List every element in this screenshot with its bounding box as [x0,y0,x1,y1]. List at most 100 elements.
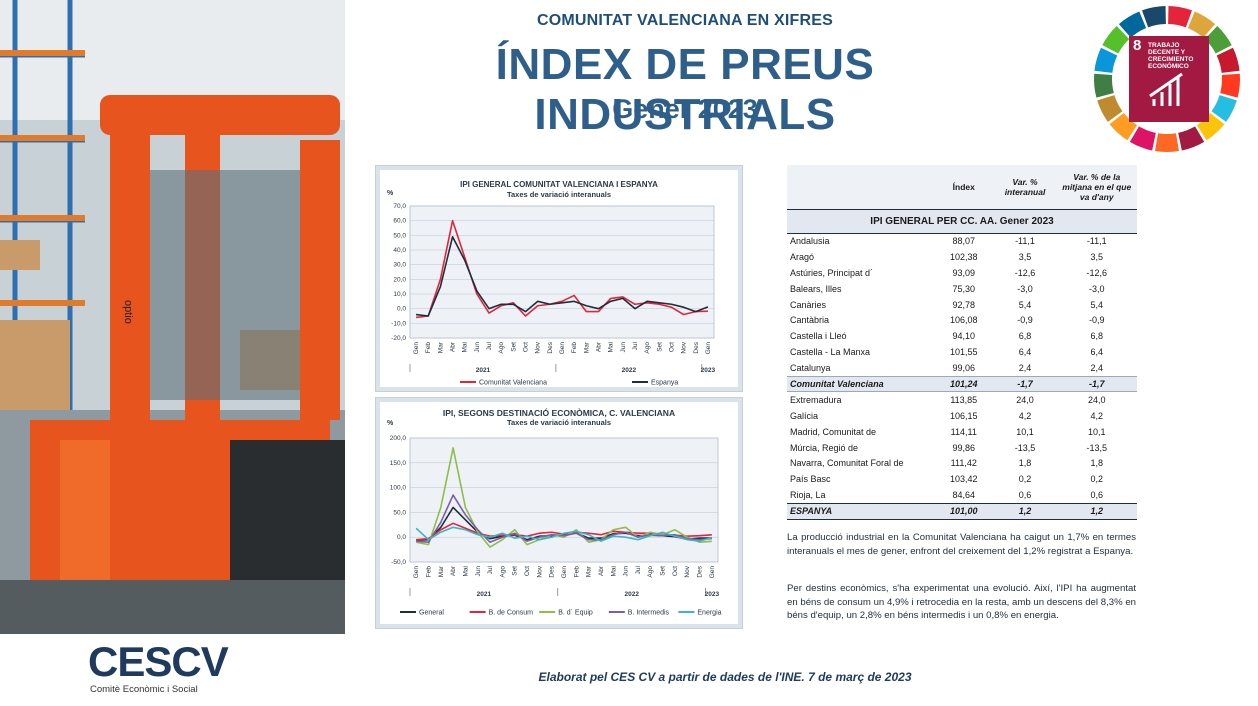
table-cell-region: Castella - La Manxa [790,347,871,358]
x-tick-label: Gen [705,342,712,355]
table-cell-value: 111,42 [950,458,977,469]
svg-text:optio: optio [122,300,134,324]
table-row: Múrcia, Regió de 99,86 -13,5 -13,5 [787,440,1137,456]
y-tick-label: 40,0 [393,247,406,254]
table-cell-value: 6,4 [1090,347,1103,358]
x-tick-label: Gen [561,566,568,579]
sdg-wheel-segment [1155,133,1179,153]
table-row: Extremadura 113,85 24,0 24,0 [787,392,1137,408]
chart-ipi-general: IPI GENERAL COMUNITAT VALENCIANA I ESPAN… [375,165,743,392]
table-row: Comunitat Valenciana 101,24 -1,7 -1,7 [787,375,1137,393]
table-row: Castella - La Manxa 101,55 6,4 6,4 [787,344,1137,360]
table-cell-region: Cantàbria [790,315,830,326]
sdg-wheel-segment [1196,113,1225,141]
table-cell-value: 99,86 [952,442,976,453]
legend-label: B. Intermedis [628,610,670,617]
table-cell-region: Extremadura [790,395,842,406]
x-tick-label: Mai [462,566,469,576]
table-cell-value: -12,6 [1014,267,1036,278]
x-tick-label: Ago [644,342,651,354]
table-header-region [787,165,934,210]
table-row: Balears, Illes 75,30 -3,0 -3,0 [787,281,1137,297]
table-cell-value: 113,85 [950,395,978,406]
x-tick-label: Jun [474,342,481,353]
table-cell-value: 2,4 [1090,362,1103,373]
x-tick-label: Mai [610,566,617,576]
page-title: ÍNDEX DE PREUS INDUSTRIALS [495,40,875,139]
y-tick-label: 50,0 [393,509,406,516]
x-tick-label: Set [510,342,517,352]
x-tick-label: Set [660,566,667,576]
table-cell-value: 0,6 [1018,489,1032,500]
logo-wordmark: CESCV [88,638,229,685]
sdg-wheel-segment [1129,126,1156,151]
table-cell-value: 1,2 [1056,502,1137,520]
table-row: Galícia 106,15 4,2 4,2 [787,408,1137,424]
sdg-wheel-segment [1204,26,1232,54]
x-tick-label: Jul [486,341,493,350]
table-cell-region: Astúries, Principat d´ [790,267,874,278]
legend-label: Comunitat Valenciana [479,380,547,387]
table-cell-value: 106,15 [949,410,978,421]
cescv-logo: CESCV Comitè Econòmic i Social [88,638,248,700]
sdg-wheel-segment [1187,11,1216,38]
page-subtitle: Gener 2023 [612,94,758,124]
series-line [416,447,712,548]
legend-label: Energia [697,610,721,617]
x-tick-label: Feb [425,342,432,354]
table-cell-value: 2,4 [1018,362,1032,373]
sdg-wheel-segment [1094,73,1114,98]
chart1-ylabel: % [387,190,394,197]
x-tick-label: Ago [647,566,654,578]
plot-area [409,205,715,339]
x-tick-label: Des [697,565,704,577]
x-tick-label: Nov [681,341,688,353]
table-row: Astúries, Principat d´ 93,09 -12,6 -12,6 [787,265,1137,281]
table-cell-value: 88,07 [952,236,976,247]
x-tick-label: Ago [499,566,506,578]
table-cell-region: Comunitat Valenciana [787,375,934,393]
table-cell-value: 10,1 [1087,426,1106,437]
table-row: ESPANYA 101,00 1,2 1,2 [787,502,1137,520]
table-cell-region: Navarra, Comunitat Foral de [790,458,904,469]
chart1-title: IPI GENERAL COMUNITAT VALENCIANA I ESPAN… [460,180,658,189]
table-cell-value: 94,10 [952,331,976,342]
table-cell-value: 93,09 [952,267,976,278]
x-tick-label: Gen [709,566,716,579]
y-tick-label: 60,0 [393,218,406,225]
table-cell-value: -1,7 [1056,375,1137,393]
table-cell-value: 6,8 [1018,331,1032,342]
x-tick-label: Oct [523,342,530,352]
table-cell-region: Madrid, Comunitat de [790,426,877,437]
x-tick-label: Mar [583,341,590,353]
x-tick-label: Set [512,566,519,576]
table-cell-value: 102,38 [949,251,978,262]
x-tick-label: Feb [571,342,578,354]
x-tick-label: Gen [413,342,420,355]
table-row: Canàries 92,78 5,4 5,4 [787,297,1137,313]
x-tick-label: Jul [632,341,639,350]
series-line [415,236,709,317]
x-tick-label: Oct [524,566,531,576]
x-tick-label: Oct [672,566,679,576]
table-cell-region: Castella i Lleó [790,331,847,342]
table-cell-value: -12,6 [1086,267,1107,278]
table-row: Navarra, Comunitat Foral de 111,42 1,8 1,8 [787,455,1137,471]
table-cell-value: -3,0 [1017,283,1033,294]
x-tick-label: Feb [425,566,432,578]
x-tick-label: Abr [450,341,457,352]
x-tick-label: Jul [635,565,642,574]
table-cell-value: 84,64 [952,489,976,500]
table-cell-value: 1,8 [1090,458,1103,469]
x-tick-label: Gen [559,342,566,355]
table-cell-value: 0,2 [1090,474,1103,485]
table-cell-region: Rioja, La [790,489,826,500]
table-row: Catalunya 99,06 2,4 2,4 [787,360,1137,376]
chart1-subtitle: Taxes de variació interanuals [506,190,612,199]
year-label: 2023 [705,591,720,598]
series-line [416,494,712,543]
table-cell-region: ESPANYA [787,502,934,520]
legend-label: B. d´ Equip [558,610,593,617]
table-cell-value: 101,00 [934,502,994,520]
table-cell-value: 6,4 [1018,347,1032,358]
